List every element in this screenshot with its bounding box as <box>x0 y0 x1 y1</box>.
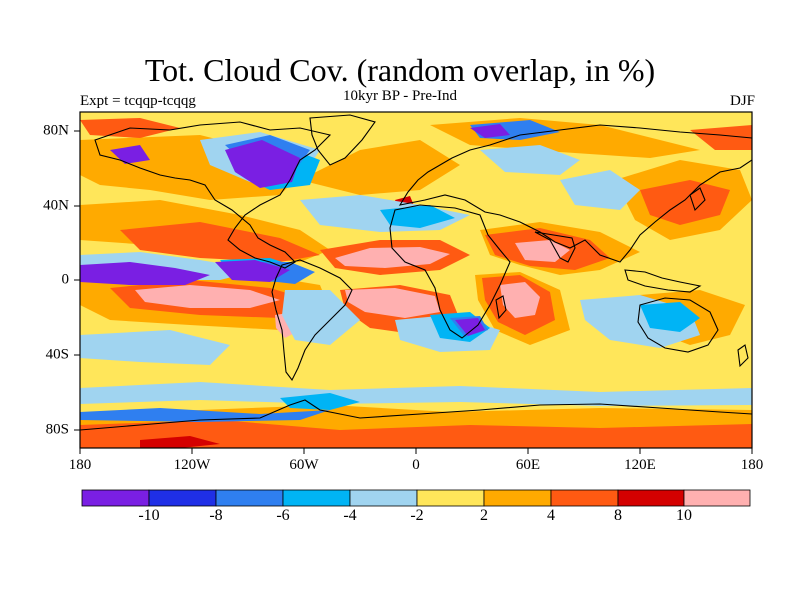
field-region <box>500 282 540 318</box>
colorbar-box <box>81 489 150 507</box>
experiment-label: Expt = tcqqp-tcqqg <box>80 93 196 109</box>
field-region <box>690 125 752 150</box>
field-region <box>135 285 280 308</box>
colorbar-label: -10 <box>138 507 160 524</box>
colorbar-box <box>416 489 485 507</box>
field-region <box>215 260 290 282</box>
colorbar-label: 8 <box>614 507 622 524</box>
field-region <box>80 382 752 406</box>
colorbar-label: 10 <box>676 507 692 524</box>
season-label: DJF <box>729 93 755 109</box>
colorbar-label: 2 <box>480 507 488 524</box>
field-region <box>110 145 150 164</box>
colorbar-box <box>683 489 751 507</box>
colorbar-label: 4 <box>547 507 555 524</box>
colorbar-label: -4 <box>343 507 357 524</box>
colorbar-box <box>215 489 284 507</box>
lon-label: 0 <box>412 457 420 473</box>
lon-label: 120E <box>624 457 656 473</box>
lat-label: 40N <box>43 197 69 214</box>
colorbar <box>81 489 751 507</box>
field-region <box>455 318 485 336</box>
colorbar-box <box>550 489 619 507</box>
lat-label: 80S <box>45 421 69 438</box>
lon-label: 180 <box>68 457 92 473</box>
coastline-africa <box>389 204 511 339</box>
field-region <box>80 420 752 448</box>
lat-label: 80N <box>43 122 69 139</box>
field-region <box>335 247 450 268</box>
field-region <box>300 140 460 195</box>
colorbar-box <box>483 489 552 507</box>
coastline-south-america <box>271 259 353 382</box>
lat-label: 40S <box>45 346 69 363</box>
colorbar-label: -6 <box>276 507 290 524</box>
axis-ticks <box>74 130 753 454</box>
field-region <box>140 436 220 448</box>
field-region <box>640 302 700 332</box>
field-region <box>80 330 230 365</box>
field-region <box>640 180 730 225</box>
lon-label: 60E <box>515 457 541 473</box>
chart-title: Tot. Cloud Cov. (random overlap, in %) <box>144 52 656 88</box>
coastline-india <box>534 231 576 263</box>
coastline-antarctica <box>80 399 752 431</box>
coastline-madagascar <box>495 295 507 320</box>
field-region <box>282 290 360 345</box>
colorbar-box <box>148 489 217 507</box>
field-region <box>515 240 570 262</box>
field-region <box>380 205 455 228</box>
colorbar-box <box>349 489 418 507</box>
field-region <box>560 170 640 210</box>
coastline-eurasia <box>398 124 752 263</box>
coastline-japan <box>689 187 706 212</box>
coastline-north-america <box>94 121 332 269</box>
field-region <box>120 222 320 262</box>
colorbar-label: -8 <box>209 507 223 524</box>
colorbar-box <box>617 489 685 507</box>
coastline-new-zealand <box>737 344 749 368</box>
coastline-greenland <box>309 114 376 166</box>
field-region <box>345 288 440 318</box>
lon-label: 60W <box>289 457 319 473</box>
lon-label: 120W <box>173 457 211 473</box>
field-region <box>480 145 580 175</box>
field-region <box>280 393 360 410</box>
field-region <box>80 262 210 285</box>
field-layer <box>80 112 752 448</box>
colorbar-box <box>282 489 351 507</box>
colorbar-label: -2 <box>410 507 424 524</box>
coastline-indonesia <box>624 269 702 293</box>
coastline-australia <box>637 297 719 353</box>
lat-label: 0 <box>61 271 70 288</box>
coastlines <box>80 114 752 431</box>
field-region <box>470 124 510 138</box>
field-region <box>225 140 300 188</box>
lon-label: 180 <box>740 457 764 473</box>
chart-subtitle: 10kyr BP - Pre-Ind <box>342 88 458 104</box>
field-region <box>80 408 330 422</box>
